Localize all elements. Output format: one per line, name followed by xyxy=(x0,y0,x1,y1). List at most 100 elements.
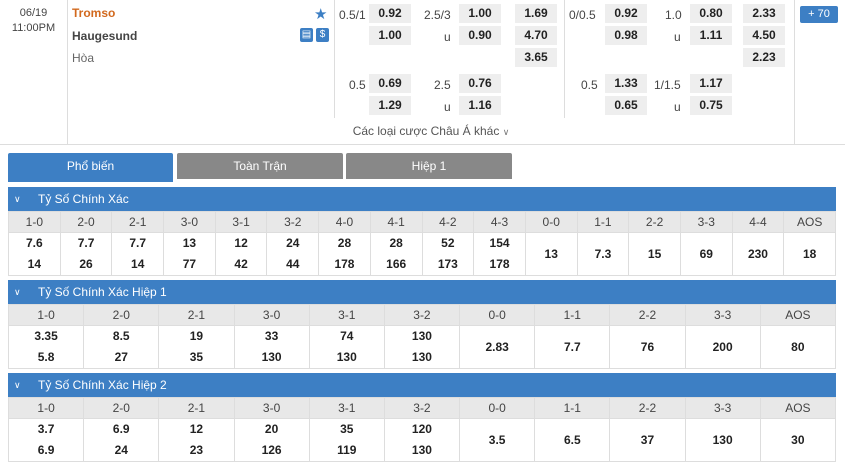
odds-cell[interactable]: 2.33 xyxy=(743,4,785,23)
score-odds-cell[interactable]: 12 42 xyxy=(214,232,268,276)
odds-value[interactable]: 130 xyxy=(411,329,432,343)
odds-value[interactable]: 119 xyxy=(337,443,357,457)
odds-value[interactable]: 37 xyxy=(640,432,655,447)
odds-value[interactable]: 27 xyxy=(114,350,128,364)
score-odds-cell[interactable]: 28 178 xyxy=(318,232,371,276)
odds-value[interactable]: 6.9 xyxy=(37,443,55,457)
odds-cell[interactable]: 1.00 xyxy=(459,4,501,23)
score-odds-cell[interactable]: 30 xyxy=(759,418,837,462)
odds-cell[interactable]: 0.75 xyxy=(690,96,732,115)
score-odds-cell[interactable]: 7.3 xyxy=(576,232,630,276)
odds-value[interactable]: 13 xyxy=(182,236,197,250)
home-team[interactable]: Tromso xyxy=(72,6,116,20)
score-odds-cell[interactable]: 28 166 xyxy=(369,232,423,276)
tab-firsthalf[interactable]: Hiệp 1 xyxy=(346,153,512,179)
score-odds-cell[interactable]: 154 178 xyxy=(473,232,526,276)
odds-value[interactable]: 130 xyxy=(261,350,282,364)
collapse-chevron-icon[interactable]: ∨ xyxy=(14,287,21,297)
odds-cell[interactable]: 1.69 xyxy=(515,4,557,23)
odds-cell[interactable]: 1.11 xyxy=(690,26,732,45)
odds-cell[interactable]: 0.76 xyxy=(459,74,501,93)
favorite-star-icon[interactable]: ★ xyxy=(314,6,328,23)
odds-value[interactable]: 7.7 xyxy=(563,339,581,354)
dollar-icon[interactable]: $ xyxy=(316,28,329,42)
odds-cell[interactable]: 1.17 xyxy=(690,74,732,93)
score-odds-cell[interactable]: 130 xyxy=(684,418,761,462)
score-odds-cell[interactable]: 15 xyxy=(628,232,681,276)
odds-value[interactable]: 7.7 xyxy=(77,236,95,250)
odds-value[interactable]: 3.7 xyxy=(37,422,55,436)
odds-cell[interactable]: 1.00 xyxy=(369,26,411,45)
odds-value[interactable]: 230 xyxy=(747,246,768,261)
odds-value[interactable]: 12 xyxy=(189,422,204,436)
odds-value[interactable]: 52 xyxy=(441,236,455,250)
odds-cell[interactable]: 0.90 xyxy=(459,26,501,45)
odds-value[interactable]: 120 xyxy=(411,422,432,436)
odds-value[interactable]: 130 xyxy=(336,350,357,364)
section-header[interactable]: ∨ Tỷ Số Chính Xác Hiệp 2 xyxy=(8,373,836,397)
odds-value[interactable]: 126 xyxy=(261,443,282,457)
odds-value[interactable]: 8.5 xyxy=(112,329,130,343)
odds-value[interactable]: 74 xyxy=(340,329,354,343)
odds-value[interactable]: 7.3 xyxy=(594,246,612,261)
odds-value[interactable]: 14 xyxy=(131,257,145,271)
tab-popular[interactable]: Phổ biến xyxy=(8,153,173,182)
score-odds-cell[interactable]: 6.9 24 xyxy=(83,418,160,462)
section-header[interactable]: ∨ Tỷ Số Chính Xác xyxy=(8,187,836,211)
score-odds-cell[interactable]: 37 xyxy=(609,418,686,462)
section-header[interactable]: ∨ Tỷ Số Chính Xác Hiệp 1 xyxy=(8,280,836,304)
odds-cell[interactable]: 0.92 xyxy=(605,4,647,23)
score-odds-cell[interactable]: 52 173 xyxy=(421,232,475,276)
more-markets-button[interactable]: + 70 xyxy=(800,6,838,23)
score-odds-cell[interactable]: 7.6 14 xyxy=(8,232,61,276)
score-odds-cell[interactable]: 33 130 xyxy=(233,325,310,369)
score-odds-cell[interactable]: 130 130 xyxy=(383,325,461,369)
odds-value[interactable]: 20 xyxy=(264,422,279,436)
odds-value[interactable]: 18 xyxy=(802,246,817,261)
odds-value[interactable]: 7.7 xyxy=(129,236,147,250)
odds-value[interactable]: 14 xyxy=(27,257,42,271)
odds-value[interactable]: 178 xyxy=(489,257,510,271)
score-odds-cell[interactable]: 19 35 xyxy=(158,325,235,369)
score-odds-cell[interactable]: 13 77 xyxy=(163,232,216,276)
odds-value[interactable]: 28 xyxy=(389,236,403,250)
odds-value[interactable]: 166 xyxy=(386,257,407,271)
collapse-chevron-icon[interactable]: ∨ xyxy=(14,380,21,390)
odds-cell[interactable]: 0.98 xyxy=(605,26,647,45)
odds-value[interactable]: 130 xyxy=(712,432,733,447)
odds-value[interactable]: 200 xyxy=(712,339,733,354)
odds-value[interactable]: 42 xyxy=(234,257,248,271)
score-odds-cell[interactable]: 8.5 27 xyxy=(83,325,160,369)
odds-value[interactable]: 24 xyxy=(114,443,128,457)
odds-value[interactable]: 12 xyxy=(234,236,248,250)
score-odds-cell[interactable]: 76 xyxy=(609,325,686,369)
odds-value[interactable]: 3.5 xyxy=(488,432,506,447)
odds-cell[interactable]: 0.69 xyxy=(369,74,411,93)
odds-value[interactable]: 6.9 xyxy=(112,422,130,436)
other-asian-markets-link[interactable]: Các loại cược Châu Á khác ∨ xyxy=(68,118,795,145)
score-odds-cell[interactable]: 13 xyxy=(524,232,578,276)
score-odds-cell[interactable]: 7.7 14 xyxy=(111,232,165,276)
odds-value[interactable]: 26 xyxy=(79,257,93,271)
odds-value[interactable]: 23 xyxy=(189,443,204,457)
odds-value[interactable]: 3.35 xyxy=(34,329,58,343)
away-team[interactable]: Haugesund xyxy=(72,29,138,43)
odds-cell[interactable]: 0.92 xyxy=(369,4,411,23)
odds-value[interactable]: 6.5 xyxy=(563,432,581,447)
odds-cell[interactable]: 2.23 xyxy=(743,48,785,67)
odds-value[interactable]: 7.6 xyxy=(26,236,43,250)
odds-value[interactable]: 44 xyxy=(286,257,300,271)
score-odds-cell[interactable]: 18 xyxy=(783,232,836,276)
odds-value[interactable]: 178 xyxy=(334,257,355,271)
odds-cell[interactable]: 1.33 xyxy=(605,74,647,93)
odds-value[interactable]: 13 xyxy=(544,246,558,261)
score-odds-cell[interactable]: 120 130 xyxy=(383,418,461,462)
odds-cell[interactable]: 1.16 xyxy=(459,96,501,115)
score-odds-cell[interactable]: 24 44 xyxy=(266,232,320,276)
odds-cell[interactable]: 0.65 xyxy=(605,96,647,115)
score-odds-cell[interactable]: 20 126 xyxy=(233,418,310,462)
score-odds-cell[interactable]: 3.7 6.9 xyxy=(7,418,85,462)
odds-cell[interactable]: 3.65 xyxy=(515,48,557,67)
odds-value[interactable]: 15 xyxy=(647,246,662,261)
odds-value[interactable]: 2.83 xyxy=(485,339,509,354)
